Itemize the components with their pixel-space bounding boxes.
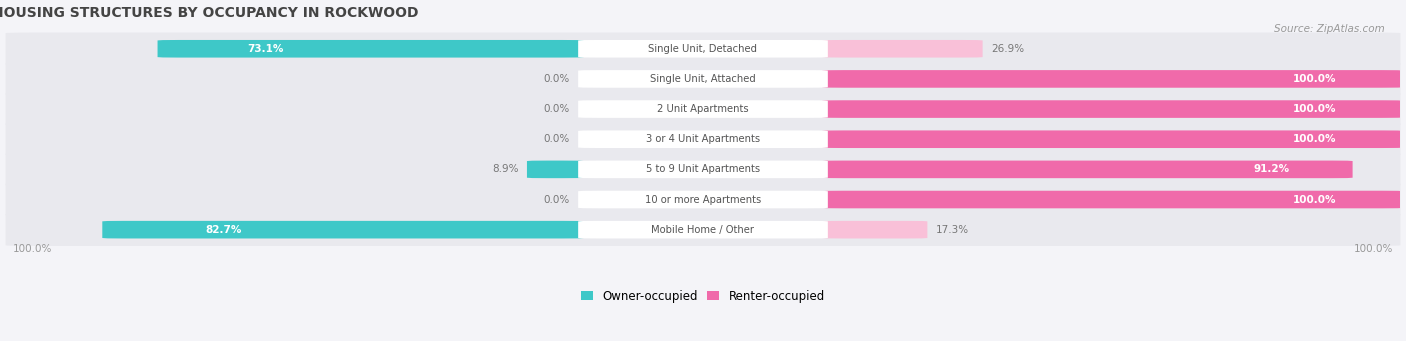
Text: Single Unit, Detached: Single Unit, Detached [648, 44, 758, 54]
Text: 0.0%: 0.0% [544, 134, 569, 144]
FancyBboxPatch shape [6, 93, 1400, 125]
Text: 17.3%: 17.3% [936, 225, 969, 235]
Text: Mobile Home / Other: Mobile Home / Other [651, 225, 755, 235]
FancyBboxPatch shape [578, 40, 828, 58]
FancyBboxPatch shape [6, 32, 1400, 65]
FancyBboxPatch shape [578, 130, 828, 148]
FancyBboxPatch shape [6, 153, 1400, 186]
Legend: Owner-occupied, Renter-occupied: Owner-occupied, Renter-occupied [576, 285, 830, 307]
FancyBboxPatch shape [823, 221, 928, 238]
Text: 100.0%: 100.0% [1354, 244, 1393, 254]
FancyBboxPatch shape [578, 191, 828, 208]
Text: 0.0%: 0.0% [544, 194, 569, 205]
FancyBboxPatch shape [823, 70, 1403, 88]
FancyBboxPatch shape [823, 40, 983, 58]
FancyBboxPatch shape [157, 40, 583, 58]
FancyBboxPatch shape [6, 63, 1400, 95]
Text: 0.0%: 0.0% [544, 104, 569, 114]
Text: 2 Unit Apartments: 2 Unit Apartments [657, 104, 749, 114]
FancyBboxPatch shape [6, 123, 1400, 155]
Text: 26.9%: 26.9% [991, 44, 1024, 54]
Text: 100.0%: 100.0% [13, 244, 52, 254]
Text: 100.0%: 100.0% [1292, 74, 1336, 84]
FancyBboxPatch shape [527, 161, 583, 178]
Text: Source: ZipAtlas.com: Source: ZipAtlas.com [1274, 24, 1385, 34]
Text: 8.9%: 8.9% [492, 164, 519, 174]
Text: 73.1%: 73.1% [247, 44, 284, 54]
FancyBboxPatch shape [103, 221, 583, 238]
FancyBboxPatch shape [823, 161, 1353, 178]
FancyBboxPatch shape [6, 183, 1400, 216]
FancyBboxPatch shape [823, 100, 1403, 118]
FancyBboxPatch shape [823, 130, 1403, 148]
FancyBboxPatch shape [578, 70, 828, 88]
Text: Single Unit, Attached: Single Unit, Attached [650, 74, 756, 84]
Text: 100.0%: 100.0% [1292, 134, 1336, 144]
FancyBboxPatch shape [578, 100, 828, 118]
Text: 10 or more Apartments: 10 or more Apartments [645, 194, 761, 205]
FancyBboxPatch shape [823, 191, 1403, 208]
Text: 100.0%: 100.0% [1292, 194, 1336, 205]
Text: 100.0%: 100.0% [1292, 104, 1336, 114]
FancyBboxPatch shape [6, 213, 1400, 246]
Text: HOUSING STRUCTURES BY OCCUPANCY IN ROCKWOOD: HOUSING STRUCTURES BY OCCUPANCY IN ROCKW… [0, 5, 418, 19]
Text: 0.0%: 0.0% [544, 74, 569, 84]
FancyBboxPatch shape [578, 161, 828, 178]
Text: 3 or 4 Unit Apartments: 3 or 4 Unit Apartments [645, 134, 761, 144]
Text: 5 to 9 Unit Apartments: 5 to 9 Unit Apartments [645, 164, 761, 174]
FancyBboxPatch shape [578, 221, 828, 238]
Text: 91.2%: 91.2% [1253, 164, 1289, 174]
Text: 82.7%: 82.7% [205, 225, 242, 235]
